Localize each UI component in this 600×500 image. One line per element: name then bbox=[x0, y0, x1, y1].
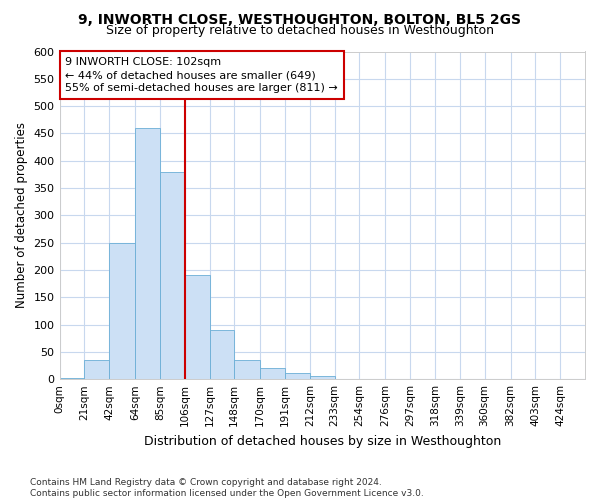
Y-axis label: Number of detached properties: Number of detached properties bbox=[15, 122, 28, 308]
Bar bbox=[85, 360, 109, 379]
X-axis label: Distribution of detached houses by size in Westhoughton: Distribution of detached houses by size … bbox=[143, 434, 501, 448]
Bar bbox=[560, 378, 585, 379]
Bar bbox=[109, 242, 135, 379]
Bar bbox=[511, 378, 535, 379]
Text: Contains HM Land Registry data © Crown copyright and database right 2024.
Contai: Contains HM Land Registry data © Crown c… bbox=[30, 478, 424, 498]
Text: 9, INWORTH CLOSE, WESTHOUGHTON, BOLTON, BL5 2GS: 9, INWORTH CLOSE, WESTHOUGHTON, BOLTON, … bbox=[79, 12, 521, 26]
Bar bbox=[160, 172, 185, 379]
Bar bbox=[59, 378, 85, 379]
Text: 9 INWORTH CLOSE: 102sqm
← 44% of detached houses are smaller (649)
55% of semi-d: 9 INWORTH CLOSE: 102sqm ← 44% of detache… bbox=[65, 57, 338, 94]
Bar bbox=[260, 368, 285, 379]
Bar bbox=[135, 128, 160, 379]
Bar bbox=[185, 276, 209, 379]
Bar bbox=[235, 360, 260, 379]
Text: Size of property relative to detached houses in Westhoughton: Size of property relative to detached ho… bbox=[106, 24, 494, 37]
Bar bbox=[285, 372, 310, 379]
Bar bbox=[310, 376, 335, 379]
Bar bbox=[209, 330, 235, 379]
